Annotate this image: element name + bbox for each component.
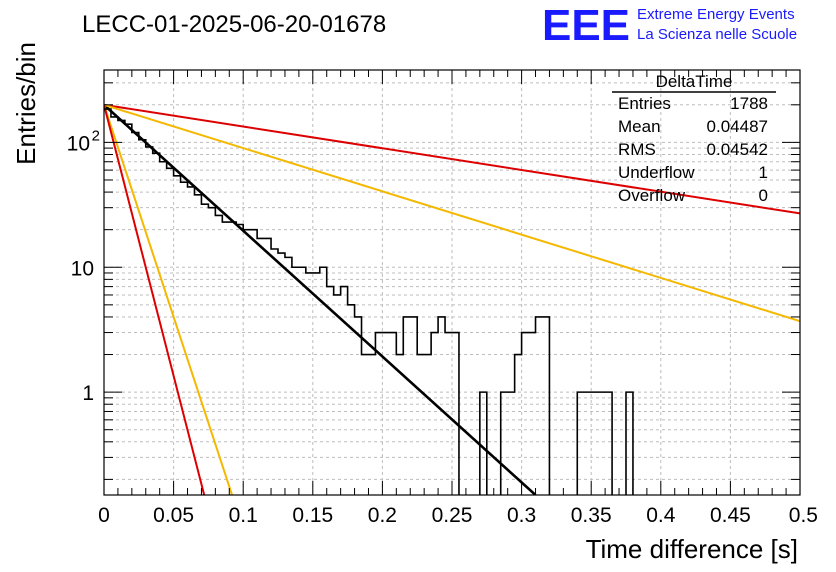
stats-rms-value: 0.04542 bbox=[707, 140, 768, 159]
y-axis-title: Entries/bin bbox=[11, 42, 41, 165]
stats-underflow-label: Underflow bbox=[618, 163, 695, 182]
stats-entries-value: 1788 bbox=[730, 94, 768, 113]
y-tick-exponent: 2 bbox=[92, 127, 100, 144]
fit-curve-3 bbox=[104, 103, 800, 323]
stats-name: DeltaTime bbox=[656, 72, 733, 91]
y-tick-label: 10 bbox=[67, 132, 90, 155]
fit-curve-5 bbox=[104, 104, 206, 495]
x-tick-label: 0 bbox=[98, 504, 110, 527]
x-tick-label: 0.3 bbox=[507, 504, 536, 527]
histogram-outline bbox=[104, 108, 634, 495]
x-axis-title: Time difference [s] bbox=[586, 534, 798, 564]
fit-curve-2 bbox=[104, 103, 800, 215]
tick-labels: 0 0.05 0.1 0.15 0.2 0.25 0.3 0.35 0.4 0.45 0.51101… bbox=[67, 127, 818, 527]
y-tick-label: 1 bbox=[82, 382, 94, 405]
x-tick-label: 0.1 bbox=[229, 504, 258, 527]
y-tick-label: 10 bbox=[71, 257, 94, 280]
stats-box: DeltaTime Entries 1788 Mean 0.04487 RMS … bbox=[612, 72, 776, 205]
stats-mean-value: 0.04487 bbox=[707, 117, 768, 136]
x-tick-label: 0.45 bbox=[710, 504, 751, 527]
x-tick-label: 0.05 bbox=[153, 504, 194, 527]
x-tick-label: 0.15 bbox=[292, 504, 333, 527]
x-tick-label: 0.25 bbox=[432, 504, 473, 527]
x-tick-label: 0.5 bbox=[789, 504, 818, 527]
stats-overflow-label: Overflow bbox=[618, 186, 686, 205]
x-tick-label: 0.2 bbox=[368, 504, 397, 527]
stats-entries-label: Entries bbox=[618, 94, 671, 113]
x-tick-label: 0.35 bbox=[571, 504, 612, 527]
plot-frame bbox=[103, 69, 801, 496]
run-title: LECC-01-2025-06-20-01678 bbox=[82, 11, 386, 38]
logo-letters: EEE bbox=[542, 1, 630, 50]
stats-rms-label: RMS bbox=[618, 140, 656, 159]
stats-overflow-value: 0 bbox=[759, 186, 768, 205]
logo-line2: La Scienza nelle Scuole bbox=[637, 26, 797, 43]
stats-mean-label: Mean bbox=[618, 117, 661, 136]
fit-curve-1 bbox=[104, 103, 537, 495]
fit-curve-4 bbox=[104, 104, 234, 495]
x-tick-label: 0.4 bbox=[646, 504, 676, 527]
stats-underflow-value: 1 bbox=[759, 163, 768, 182]
grid bbox=[104, 70, 800, 495]
logo-line1: Extreme Energy Events bbox=[637, 6, 795, 23]
fit-curves bbox=[104, 103, 800, 495]
histogram bbox=[104, 108, 634, 495]
eee-logo: EEE Extreme Energy Events La Scienza nel… bbox=[542, 1, 797, 50]
